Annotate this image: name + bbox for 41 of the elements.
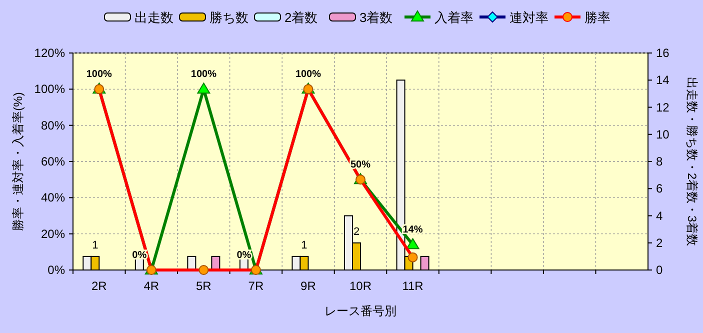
- legend-label: 3着数: [360, 10, 393, 25]
- y2-tick-label: 12: [656, 100, 670, 114]
- y-tick-label: 120%: [34, 46, 66, 60]
- data-label: 100%: [190, 69, 217, 80]
- x-tick-label: 7R: [248, 279, 264, 293]
- x-tick-label: 5R: [196, 279, 212, 293]
- y-tick-label: 100%: [34, 82, 66, 96]
- x-tick-label: 2R: [91, 279, 108, 293]
- data-label: 100%: [86, 69, 112, 80]
- data-label: 1: [92, 239, 98, 252]
- x-tick-label: 4R: [144, 279, 160, 293]
- y2-tick-label: 10: [656, 127, 670, 142]
- y2-axis-title: 出走数・勝ち数・2着数・3着数: [685, 76, 699, 246]
- x-axis-title: レース番号別: [324, 304, 396, 318]
- x-tick-label: 10R: [349, 279, 372, 293]
- legend-label: 勝率: [584, 10, 610, 25]
- legend-label: 2着数: [284, 10, 318, 25]
- data-label: 100%: [295, 69, 322, 80]
- legend-label: 入着率: [434, 10, 474, 25]
- y-axis-title: 勝率・連対率・入着率(%): [11, 92, 25, 231]
- point: [197, 82, 210, 94]
- y-tick-label: 40%: [40, 190, 66, 205]
- y2-tick-label: 4: [656, 208, 663, 223]
- data-label: 2: [353, 226, 360, 238]
- y-tick-label: 80%: [40, 118, 66, 132]
- y2-tick-label: 14: [656, 73, 670, 88]
- point: [406, 238, 420, 250]
- y2-tick-label: 2: [656, 236, 663, 250]
- x-tick-label: 9R: [300, 279, 316, 293]
- legend-label: 出走数: [134, 10, 174, 25]
- y2-tick-label: 8: [656, 154, 663, 168]
- y-tick-label: 0%: [48, 263, 66, 277]
- data-label: 1: [301, 239, 308, 252]
- y2-tick-label: 0: [656, 263, 663, 277]
- y-tick-label: 20%: [40, 226, 66, 241]
- legend-label: 連対率: [510, 10, 548, 25]
- x-tick-label: 11R: [402, 279, 424, 293]
- y-tick-label: 60%: [40, 154, 66, 168]
- y2-tick-label: 16: [656, 46, 670, 60]
- legend-label: 勝ち数: [210, 10, 248, 25]
- y2-tick-label: 6: [656, 182, 663, 196]
